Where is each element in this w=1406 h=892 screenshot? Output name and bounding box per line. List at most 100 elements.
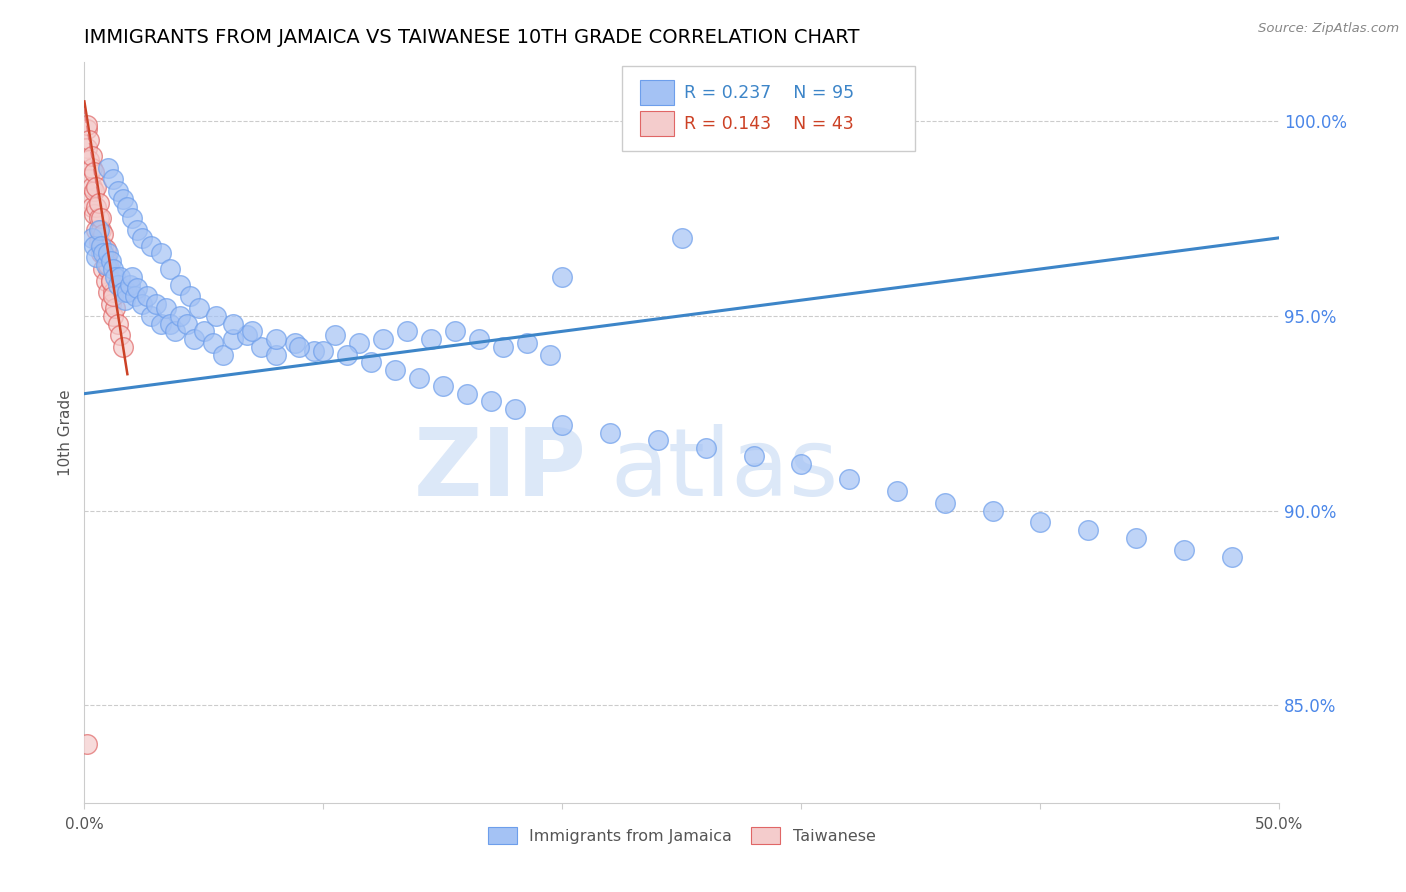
Point [165, 324, 187, 338]
Point [647, 434, 669, 448]
Point [169, 277, 191, 292]
Point [94, 243, 117, 257]
Point [420, 332, 443, 346]
Point [101, 262, 124, 277]
Text: Source: ZipAtlas.com: Source: ZipAtlas.com [1258, 22, 1399, 36]
Point [695, 441, 717, 455]
Point [468, 332, 491, 346]
Point [124, 289, 146, 303]
Y-axis label: 10th Grade: 10th Grade [58, 389, 73, 476]
Point [107, 184, 129, 198]
Point [87, 211, 110, 226]
Point [100, 274, 122, 288]
Point [94, 250, 117, 264]
Point [503, 402, 526, 417]
Point [188, 301, 211, 315]
Point [80, 200, 103, 214]
Point [110, 328, 132, 343]
Point [212, 348, 235, 362]
Point [159, 262, 181, 277]
Point [284, 336, 307, 351]
Point [149, 317, 172, 331]
Point [444, 324, 467, 338]
Point [97, 262, 120, 277]
Point [97, 285, 120, 300]
Point [86, 180, 108, 194]
Point [1173, 542, 1195, 557]
Point [176, 317, 198, 331]
Point [110, 269, 132, 284]
Point [100, 297, 122, 311]
Point [93, 227, 115, 241]
Point [117, 285, 139, 300]
Point [221, 332, 243, 346]
Point [76, 118, 98, 132]
Point [131, 231, 153, 245]
Point [742, 449, 765, 463]
Legend: Immigrants from Jamaica, Taiwanese: Immigrants from Jamaica, Taiwanese [481, 821, 883, 850]
Point [479, 394, 502, 409]
Point [221, 317, 243, 331]
Point [934, 496, 956, 510]
Point [179, 289, 201, 303]
Point [86, 200, 108, 214]
Point [145, 297, 167, 311]
Point [87, 235, 110, 249]
Point [250, 340, 273, 354]
Point [76, 141, 98, 155]
Point [169, 309, 191, 323]
Point [141, 238, 163, 252]
Point [886, 484, 908, 499]
Point [111, 192, 134, 206]
Point [104, 301, 127, 315]
Point [93, 238, 115, 252]
Point [236, 328, 259, 343]
Point [90, 223, 112, 237]
Text: IMMIGRANTS FROM JAMAICA VS TAIWANESE 10TH GRADE CORRELATION CHART: IMMIGRANTS FROM JAMAICA VS TAIWANESE 10T… [84, 28, 860, 47]
Point [1125, 531, 1147, 545]
Point [80, 180, 103, 194]
Point [325, 328, 347, 343]
Point [80, 149, 103, 163]
Point [492, 340, 515, 354]
Point [76, 737, 98, 751]
Point [302, 343, 325, 358]
Point [87, 223, 110, 237]
Point [83, 238, 105, 252]
Point [76, 121, 98, 136]
Point [312, 343, 335, 358]
Point [87, 195, 110, 210]
Point [264, 332, 287, 346]
Point [77, 192, 100, 206]
Point [100, 274, 122, 288]
Point [94, 258, 117, 272]
Point [97, 161, 120, 175]
Point [131, 297, 153, 311]
Point [83, 184, 105, 198]
Point [205, 309, 228, 323]
Point [432, 379, 454, 393]
Point [90, 246, 112, 260]
Point [141, 309, 163, 323]
Point [97, 246, 120, 260]
Point [384, 363, 406, 377]
Point [288, 340, 311, 354]
Text: atlas: atlas [610, 424, 838, 516]
Point [86, 223, 108, 237]
Point [264, 348, 287, 362]
Point [121, 211, 143, 226]
Point [671, 231, 693, 245]
Point [77, 133, 100, 147]
Point [125, 281, 148, 295]
Point [107, 317, 129, 331]
Point [202, 336, 225, 351]
Point [80, 231, 103, 245]
Point [94, 274, 117, 288]
Point [100, 254, 122, 268]
Point [373, 332, 395, 346]
Point [456, 386, 478, 401]
Point [1220, 550, 1243, 565]
Point [101, 285, 124, 300]
Point [1077, 523, 1099, 537]
Point [93, 246, 115, 260]
